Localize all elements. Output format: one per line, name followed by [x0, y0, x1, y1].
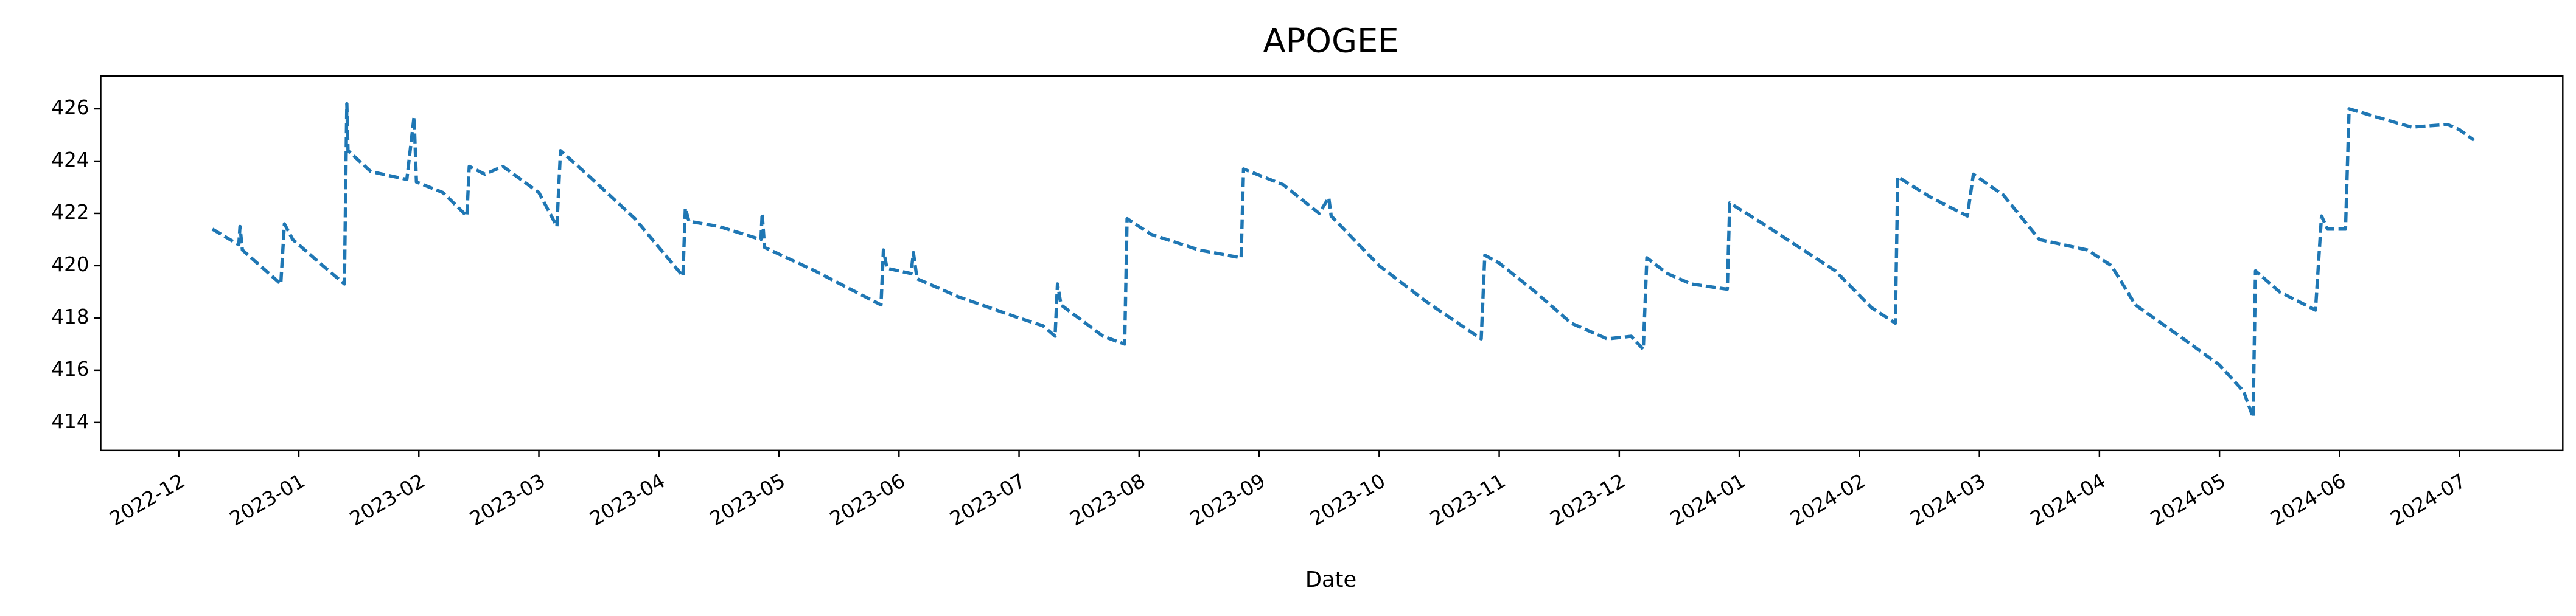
x-tick-label: 2022-12 — [106, 469, 189, 530]
chart-title: APOGEE — [1263, 22, 1398, 60]
y-tick-label: 418 — [51, 305, 89, 328]
y-tick-label: 424 — [51, 148, 89, 171]
x-axis-label: Date — [1305, 567, 1356, 592]
x-tick-label: 2023-07 — [946, 469, 1029, 530]
x-tick-label: 2023-03 — [466, 469, 549, 530]
x-tick-label: 2024-07 — [2387, 469, 2470, 530]
data-line — [211, 102, 2475, 419]
x-tick-label: 2023-08 — [1066, 469, 1150, 530]
x-tick-label: 2023-02 — [346, 469, 429, 530]
x-tick-label: 2023-04 — [586, 469, 669, 530]
y-tick-label: 420 — [51, 253, 89, 276]
x-tick-label: 2024-05 — [2146, 469, 2230, 530]
x-tick-label: 2023-09 — [1186, 469, 1269, 530]
x-tick-label: 2023-05 — [706, 469, 789, 530]
plot-frame — [100, 75, 2564, 452]
y-tick-label: 426 — [51, 96, 89, 119]
x-tick-label: 2023-12 — [1546, 469, 1630, 530]
x-tick-label: 2023-10 — [1306, 469, 1389, 530]
x-tick-label: 2024-03 — [1906, 469, 1989, 530]
x-tick-label: 2024-02 — [1786, 469, 1869, 530]
y-tick-label: 422 — [51, 201, 89, 224]
y-tick-label: 414 — [51, 410, 89, 433]
y-tick-label: 416 — [51, 358, 89, 381]
x-tick-label: 2024-06 — [2266, 469, 2350, 530]
x-tick-label: 2023-11 — [1426, 469, 1509, 530]
x-tick-label: 2023-06 — [826, 469, 909, 530]
x-tick-label: 2023-01 — [226, 469, 309, 530]
x-tick-label: 2024-04 — [2026, 469, 2110, 530]
x-tick-label: 2024-01 — [1666, 469, 1750, 530]
